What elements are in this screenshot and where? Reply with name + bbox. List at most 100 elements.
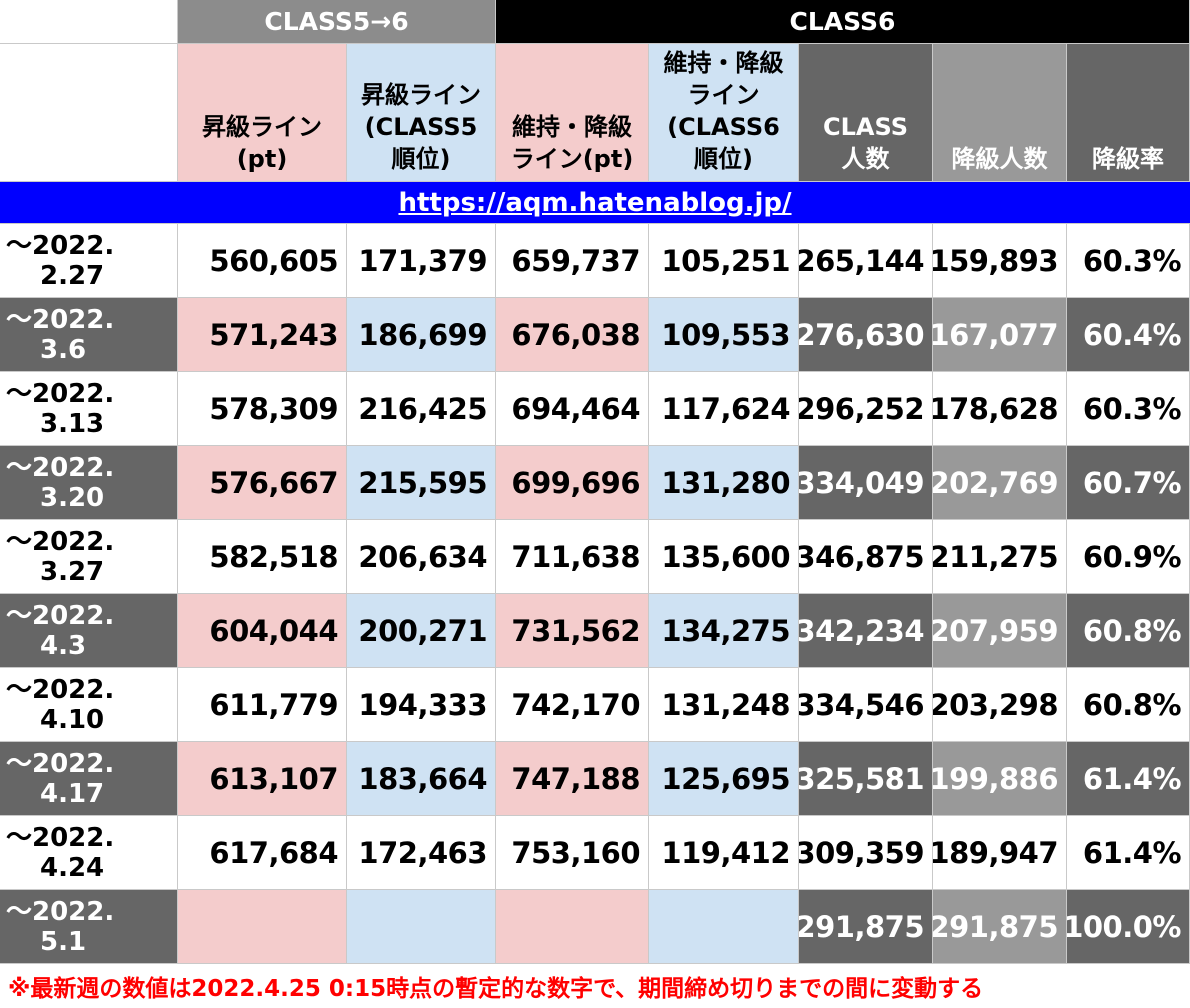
row-date-cell: 〜2022. 3.27 xyxy=(0,520,178,594)
corner-cell xyxy=(0,0,178,44)
cell-keep-pt: 699,696 xyxy=(496,446,649,520)
header-line: 順位) xyxy=(694,145,753,173)
cell-promotion-rank: 216,425 xyxy=(347,372,496,446)
row-date-line: 5.1 xyxy=(40,926,87,957)
row-date-line: 〜2022. xyxy=(6,452,115,483)
cell-promotion-rank xyxy=(347,890,496,964)
header-blank xyxy=(0,44,178,182)
row-date-cell: 〜2022. 5.1 xyxy=(0,890,178,964)
header-line: 維持・降級 xyxy=(663,49,784,77)
cell-keep-pt: 753,160 xyxy=(496,816,649,890)
cell-promotion-rank: 183,664 xyxy=(347,742,496,816)
cell-keep-pt: 747,188 xyxy=(496,742,649,816)
header-demote-rate: 降級率 xyxy=(1067,44,1190,182)
cell-demote-rate: 60.9% xyxy=(1067,520,1190,594)
cell-demote-rate: 60.4% xyxy=(1067,298,1190,372)
row-date-cell: 〜2022. 4.24 xyxy=(0,816,178,890)
group-header-class6: CLASS6 xyxy=(496,0,1190,44)
header-promotion-pt: 昇級ライン (pt) xyxy=(178,44,347,182)
header-line: 降級人数 xyxy=(951,145,1048,173)
row-date-line: 〜2022. xyxy=(6,304,115,335)
cell-promotion-rank: 186,699 xyxy=(347,298,496,372)
row-date-line: 3.13 xyxy=(40,408,105,439)
header-class-count: CLASS 人数 xyxy=(799,44,933,182)
header-demote-count: 降級人数 xyxy=(933,44,1067,182)
cell-demote-rate: 61.4% xyxy=(1067,816,1190,890)
cell-keep-rank: 131,280 xyxy=(649,446,799,520)
row-date-line: 3.6 xyxy=(40,334,87,365)
row-date-line: 4.10 xyxy=(40,704,105,735)
cell-keep-rank: 131,248 xyxy=(649,668,799,742)
footnote-note: ※最新週の数値は2022.4.25 0:15時点の暫定的な数字で、期間締め切りま… xyxy=(8,976,984,1002)
cell-promotion-rank: 215,595 xyxy=(347,446,496,520)
cell-class-count: 334,546 xyxy=(799,668,933,742)
cell-promotion-pt: 560,605 xyxy=(178,224,347,298)
cell-class-count: 334,049 xyxy=(799,446,933,520)
row-date-line: 〜2022. xyxy=(6,896,115,927)
row-date-line: 〜2022. xyxy=(6,600,115,631)
row-date-line: 3.27 xyxy=(40,556,105,587)
cell-promotion-pt: 604,044 xyxy=(178,594,347,668)
cell-promotion-pt: 571,243 xyxy=(178,298,347,372)
cell-keep-rank: 134,275 xyxy=(649,594,799,668)
cell-class-count: 276,630 xyxy=(799,298,933,372)
row-date-line: 4.17 xyxy=(40,778,105,809)
cell-class-count: 309,359 xyxy=(799,816,933,890)
header-line: ライン(pt) xyxy=(510,145,634,173)
cell-demote-count: 207,959 xyxy=(933,594,1067,668)
cell-keep-rank: 109,553 xyxy=(649,298,799,372)
cell-promotion-pt: 576,667 xyxy=(178,446,347,520)
cell-promotion-rank: 172,463 xyxy=(347,816,496,890)
cell-demote-count: 211,275 xyxy=(933,520,1067,594)
row-date-line: 4.3 xyxy=(40,630,87,661)
cell-promotion-pt: 582,518 xyxy=(178,520,347,594)
cell-demote-rate: 60.3% xyxy=(1067,224,1190,298)
cell-keep-pt: 731,562 xyxy=(496,594,649,668)
cell-demote-rate: 100.0% xyxy=(1067,890,1190,964)
header-line: 維持・降級 xyxy=(512,113,632,141)
cell-keep-rank: 135,600 xyxy=(649,520,799,594)
cell-promotion-rank: 194,333 xyxy=(347,668,496,742)
cell-class-count: 342,234 xyxy=(799,594,933,668)
blog-url-link[interactable]: https://aqm.hatenablog.jp/ xyxy=(398,187,792,218)
cell-demote-count: 203,298 xyxy=(933,668,1067,742)
header-line: 降級率 xyxy=(1092,145,1164,173)
cell-promotion-rank: 200,271 xyxy=(347,594,496,668)
row-date-cell: 〜2022. 3.6 xyxy=(0,298,178,372)
row-date-line: 2.27 xyxy=(40,260,105,291)
header-line: 人数 xyxy=(841,145,890,173)
header-line: CLASS xyxy=(823,113,908,141)
header-line: 昇級ライン xyxy=(202,113,322,141)
cell-demote-rate: 61.4% xyxy=(1067,742,1190,816)
cell-promotion-pt: 617,684 xyxy=(178,816,347,890)
row-date-cell: 〜2022. 4.17 xyxy=(0,742,178,816)
header-promotion-rank: 昇級ライン (CLASS5 順位) xyxy=(347,44,496,182)
cell-demote-rate: 60.8% xyxy=(1067,594,1190,668)
cell-demote-count: 199,886 xyxy=(933,742,1067,816)
cell-demote-count: 167,077 xyxy=(933,298,1067,372)
group-header-class5to6: CLASS5→6 xyxy=(178,0,496,44)
row-date-line: 3.20 xyxy=(40,482,105,513)
cell-class-count: 296,252 xyxy=(799,372,933,446)
cell-class-count: 291,875 xyxy=(799,890,933,964)
cell-promotion-pt: 578,309 xyxy=(178,372,347,446)
header-line: (pt) xyxy=(236,145,288,173)
cell-promotion-pt: 611,779 xyxy=(178,668,347,742)
row-date-cell: 〜2022. 3.13 xyxy=(0,372,178,446)
cell-keep-pt: 694,464 xyxy=(496,372,649,446)
cell-demote-rate: 60.7% xyxy=(1067,446,1190,520)
header-keep-rank: 維持・降級 ライン (CLASS6 順位) xyxy=(649,44,799,182)
cell-promotion-rank: 206,634 xyxy=(347,520,496,594)
row-date-line: 〜2022. xyxy=(6,748,115,779)
row-date-cell: 〜2022. 4.10 xyxy=(0,668,178,742)
header-line: (CLASS5 xyxy=(364,113,478,141)
row-date-line: 〜2022. xyxy=(6,230,115,261)
header-line: ライン xyxy=(687,81,760,109)
row-date-cell: 〜2022. 2.27 xyxy=(0,224,178,298)
cell-keep-pt: 711,638 xyxy=(496,520,649,594)
cell-keep-rank: 117,624 xyxy=(649,372,799,446)
cell-keep-pt xyxy=(496,890,649,964)
cell-keep-pt: 676,038 xyxy=(496,298,649,372)
header-line: 順位) xyxy=(391,145,451,173)
